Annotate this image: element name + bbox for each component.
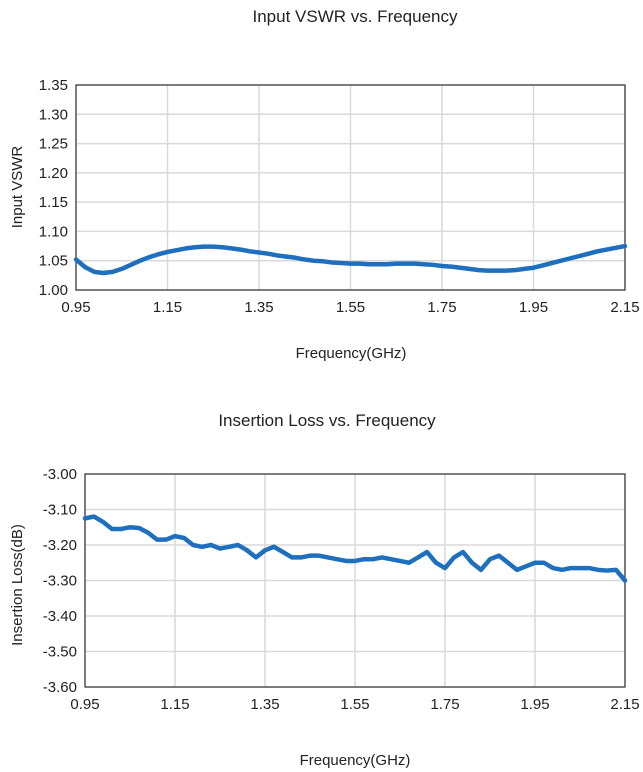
vswr-chart-title: Input VSWR vs. Frequency: [252, 7, 458, 26]
insertion-loss-x-tick-label: 1.35: [250, 696, 279, 713]
vswr-y-tick-label: 1.35: [39, 77, 68, 94]
insertion-loss-y-tick-label: -3.60: [43, 679, 77, 696]
insertion-loss-x-tick-label: 1.75: [430, 696, 459, 713]
insertion-loss-x-tick-label: 0.95: [70, 696, 99, 713]
vswr-x-tick-label: 1.95: [519, 299, 548, 316]
insertion-loss-y-tick-label: -3.20: [43, 537, 77, 554]
vswr-series-line: [73, 243, 628, 276]
vswr-y-tick-label: 1.05: [39, 253, 68, 270]
insertion-loss-y-tick-label: -3.10: [43, 502, 77, 519]
vswr-x-tick-label: 1.55: [336, 299, 365, 316]
vswr-x-axis-label: Frequency(GHz): [296, 345, 407, 362]
vswr-x-tick-label: 1.15: [153, 299, 182, 316]
vswr-chart: Input VSWR vs. Frequency Input VSWR Freq…: [9, 7, 640, 362]
insertion-loss-y-axis-label: Insertion Loss(dB): [9, 524, 26, 646]
insertion-loss-x-tick-label: 2.15: [610, 696, 639, 713]
vswr-y-tick-label: 1.25: [39, 136, 68, 153]
insertion-loss-chart-title: Insertion Loss vs. Frequency: [218, 411, 436, 430]
vswr-x-tick-label: 2.15: [610, 299, 639, 316]
insertion-loss-series-line: [82, 514, 628, 583]
vswr-plot-frame: [75, 84, 626, 291]
vswr-y-tick-label: 1.15: [39, 194, 68, 211]
insertion-loss-y-tick-label: -3.40: [43, 608, 77, 625]
vswr-x-tick-label: 0.95: [61, 299, 90, 316]
insertion-loss-x-tick-label: 1.15: [160, 696, 189, 713]
insertion-loss-y-tick-label: -3.50: [43, 644, 77, 661]
vswr-y-tick-label: 1.00: [39, 282, 68, 299]
insertion-loss-y-tick-label: -3.30: [43, 573, 77, 590]
insertion-loss-x-axis-label: Frequency(GHz): [300, 752, 411, 769]
vswr-x-tick-label: 1.75: [427, 299, 456, 316]
vswr-y-axis-label: Input VSWR: [9, 146, 26, 229]
vswr-x-tick-label: 1.35: [244, 299, 273, 316]
insertion-loss-y-tick-label: -3.00: [43, 466, 77, 483]
vswr-y-tick-label: 1.10: [39, 223, 68, 240]
insertion-loss-chart: Insertion Loss vs. Frequency Insertion L…: [9, 411, 640, 769]
insertion-loss-x-tick-label: 1.55: [340, 696, 369, 713]
insertion-loss-x-tick-label: 1.95: [520, 696, 549, 713]
vswr-y-tick-label: 1.30: [39, 106, 68, 123]
vswr-y-tick-label: 1.20: [39, 165, 68, 182]
